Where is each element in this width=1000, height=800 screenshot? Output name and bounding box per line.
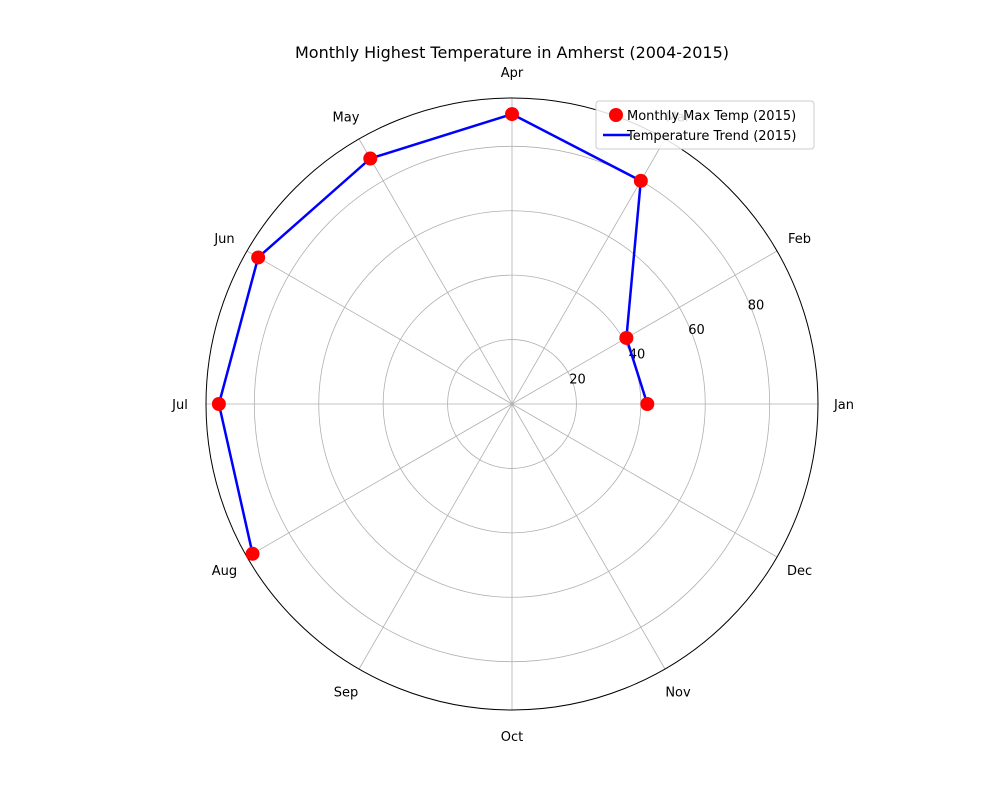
polar-frame [205,97,819,711]
data-point-jan [640,397,655,411]
angle-label-may: May [333,110,360,125]
max-temp-points-layer [211,107,655,561]
angular-grid-line [511,250,778,405]
angle-label-apr: Apr [501,66,524,81]
radial-tick-label: 60 [688,323,705,338]
legend-marker-max-temp [609,108,623,122]
legend-box [595,100,815,150]
angle-label-nov: Nov [665,686,691,701]
angle-label-jul: Jul [171,398,188,413]
angular-grid-line [358,138,513,405]
angle-label-oct: Oct [501,730,523,745]
trend-line-temperature-trend-2015- [217,112,649,555]
angular-grid-line [511,403,666,670]
angle-label-jun: Jun [213,232,234,247]
radial-tick-label: 80 [748,298,765,313]
data-point-apr [505,107,519,122]
legend: Monthly Max Temp (2015) Temperature Tren… [595,100,815,150]
legend-label-max-temp: Monthly Max Temp (2015) [627,109,796,124]
angle-label-sep: Sep [334,686,359,701]
angular-grid-line [358,403,513,670]
angle-label-feb: Feb [788,232,811,247]
data-point-jul [211,397,226,411]
data-point-may [363,151,378,166]
angular-grid [206,98,818,710]
angle-label-aug: Aug [212,564,237,579]
angular-grid-line [511,403,778,558]
angular-grid-line [246,403,513,558]
data-point-feb [619,330,634,345]
angle-label-jan: Jan [833,398,854,413]
radial-tick-label: 20 [569,372,586,387]
data-point-mar [633,173,648,188]
trend-line-layer [217,112,649,555]
angular-grid-line [246,250,513,405]
angle-label-dec: Dec [787,564,812,579]
legend-label-trend: Temperature Trend (2015) [626,129,796,144]
data-point-aug [245,546,260,561]
chart-title: Monthly Highest Temperature in Amherst (… [295,43,729,62]
data-point-jun [251,250,266,265]
angle-labels: JanFebMarAprMayJunJulAugSepOctNovDec [171,66,854,745]
